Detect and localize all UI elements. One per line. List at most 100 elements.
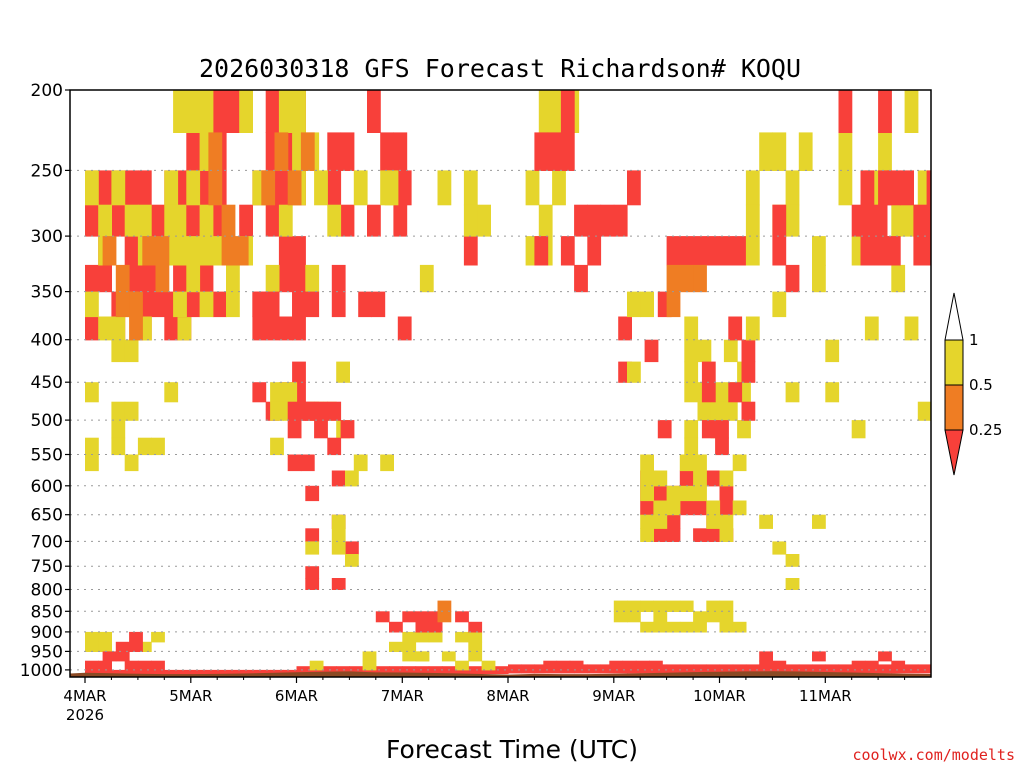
ground-fill [70, 671, 931, 677]
ri-cell [640, 600, 654, 612]
ri-cell [186, 264, 201, 293]
ri-cell [98, 204, 112, 237]
ri-cell [102, 236, 117, 266]
ri-cell [521, 664, 535, 674]
ri-cell [627, 611, 641, 623]
ri-cell [300, 401, 315, 421]
ri-cell [173, 264, 187, 293]
ri-cell [278, 316, 293, 341]
ri-cell [679, 264, 694, 293]
ri-cell [331, 541, 346, 555]
ri-cell [151, 437, 165, 456]
ri-cell [265, 291, 280, 318]
ri-cell [151, 631, 165, 643]
ri-cell [719, 528, 734, 542]
ri-cell [560, 236, 575, 266]
ri-cell [693, 470, 707, 487]
ri-cell [785, 554, 800, 567]
ri-cell [389, 641, 403, 652]
ri-cell [715, 437, 729, 456]
ri-cell [402, 641, 417, 652]
ri-cell [353, 170, 368, 206]
ri-cell [732, 236, 747, 266]
ri-cell [437, 170, 452, 206]
ri-cell [367, 204, 381, 237]
ri-cell [706, 500, 721, 516]
ri-cell [265, 316, 280, 341]
ri-cell [129, 641, 143, 652]
y-tick-label-850: 850 [31, 602, 63, 622]
ri-cell [666, 264, 681, 293]
ri-cell [468, 651, 483, 662]
ri-cell [164, 382, 179, 403]
ri-cell [415, 651, 430, 662]
ri-cell [384, 170, 399, 206]
credit-text[interactable]: coolwx.com/modelts [852, 746, 1015, 764]
ri-cell [164, 204, 179, 237]
ri-cell [878, 651, 892, 662]
ri-cell [560, 132, 575, 171]
ri-cell [221, 236, 236, 266]
ri-cell [124, 236, 139, 266]
ri-cell [402, 666, 417, 675]
ri-cell [772, 236, 787, 266]
ri-cell [362, 660, 377, 671]
ri-cell [331, 264, 346, 293]
ri-cell [481, 660, 496, 671]
ri-cell [402, 611, 417, 623]
ri-cell [208, 170, 223, 206]
ri-cell [173, 236, 187, 266]
ri-cell [124, 339, 139, 363]
ri-cell [706, 664, 721, 674]
y-tick-label-300: 300 [31, 227, 63, 247]
ri-cell [375, 666, 390, 675]
ri-cell [345, 541, 359, 555]
y-tick-label-750: 750 [31, 557, 63, 577]
ri-cell [538, 90, 553, 133]
ri-cell [283, 382, 298, 403]
ri-cell [155, 264, 170, 293]
ri-cell [177, 316, 192, 341]
ri-cell [212, 90, 227, 133]
ri-cell [556, 660, 571, 671]
y-tick-label-950: 950 [31, 642, 63, 662]
ri-cell [719, 236, 734, 266]
ri-cell [186, 291, 201, 318]
ri-cell [745, 204, 760, 237]
ri-cell [600, 664, 615, 674]
ri-cell [124, 170, 139, 206]
ri-cell [305, 578, 320, 590]
y-tick-label-200: 200 [31, 81, 63, 101]
ri-cell [340, 132, 355, 171]
ri-cell [151, 660, 165, 671]
ri-cell [468, 641, 483, 652]
ri-cell [534, 236, 549, 266]
ri-cell [600, 204, 615, 237]
ri-cell [415, 611, 430, 623]
ri-cell [314, 170, 328, 206]
ri-cell [177, 669, 192, 677]
ri-cell [292, 90, 306, 133]
ri-cell [239, 204, 253, 237]
ri-cell [463, 170, 478, 206]
x-tick-label-4MAR: 4MAR [63, 687, 106, 705]
ri-cell [441, 651, 456, 662]
ri-cell [437, 611, 452, 623]
ri-cell [679, 454, 694, 472]
ri-cell [124, 401, 139, 421]
ri-cell [164, 669, 179, 677]
ri-cell [838, 170, 853, 206]
ri-cell [851, 660, 866, 671]
ri-cell [534, 132, 549, 171]
ri-cell [759, 651, 773, 662]
ri-cell [300, 132, 315, 171]
y-tick-label-550: 550 [31, 446, 63, 466]
ri-cell [397, 316, 412, 341]
ri-cell [85, 264, 99, 293]
ri-cell [380, 132, 394, 171]
ri-cell [239, 90, 253, 133]
ri-cell [98, 660, 112, 671]
ri-cell [825, 339, 840, 363]
ri-cell [864, 660, 879, 671]
ri-cell [627, 361, 641, 383]
